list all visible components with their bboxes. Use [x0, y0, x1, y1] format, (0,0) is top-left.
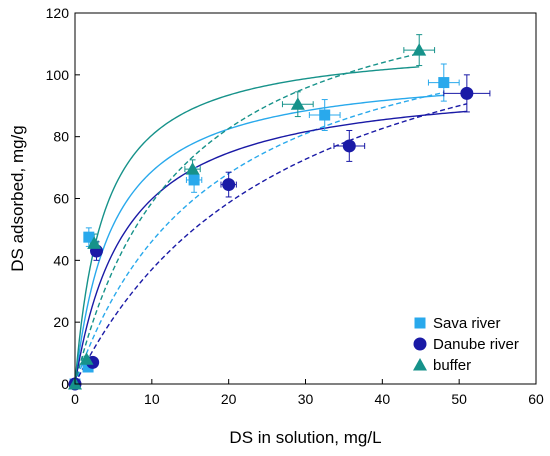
square-marker	[319, 109, 331, 121]
legend-triangle-marker	[413, 358, 427, 371]
x-axis-title: DS in solution, mg/L	[229, 428, 381, 447]
triangle-marker	[412, 43, 427, 56]
fit-curve-solid-2	[75, 66, 420, 384]
triangle-marker	[185, 162, 200, 175]
x-tick-label: 0	[71, 391, 79, 407]
circle-marker	[222, 178, 236, 192]
y-tick-label: 0	[61, 376, 69, 392]
x-tick-label: 50	[451, 391, 467, 407]
fit-curves	[75, 52, 468, 384]
fit-curve-solid-0	[75, 94, 444, 384]
fit-curve-dashed-2	[75, 52, 420, 384]
y-tick-label: 60	[53, 191, 69, 207]
y-tick-label: 80	[53, 129, 69, 145]
triangle-marker	[79, 352, 94, 365]
legend-square-marker	[414, 317, 426, 329]
fit-curve-dashed-0	[75, 91, 444, 384]
error-bars	[82, 34, 491, 371]
x-tick-label: 10	[144, 391, 160, 407]
axis-ticks: 0 10 20 30 40 50 60 0 20 40 60 80 100 120	[46, 5, 544, 407]
legend-label: buffer	[433, 357, 471, 374]
x-tick-label: 20	[221, 391, 237, 407]
legend-label: Danube river	[433, 336, 519, 353]
square-marker	[188, 174, 200, 186]
y-tick-label: 100	[46, 67, 70, 83]
x-tick-label: 60	[528, 391, 544, 407]
legend: Sava river Danube river buffer	[413, 315, 519, 374]
x-tick-label: 40	[375, 391, 391, 407]
y-tick-label: 40	[53, 252, 69, 268]
square-marker	[82, 361, 94, 373]
y-axis-title: DS adsorbed, mg/g	[8, 125, 27, 271]
legend-label: Sava river	[433, 315, 501, 332]
x-tick-label: 30	[298, 391, 314, 407]
circle-marker	[460, 86, 474, 100]
fit-curve-solid-1	[75, 110, 467, 384]
data-points	[68, 43, 474, 391]
square-marker	[438, 77, 450, 89]
square-marker	[83, 231, 95, 243]
y-tick-label: 20	[53, 314, 69, 330]
circle-marker	[342, 139, 356, 153]
y-tick-label: 120	[46, 5, 70, 21]
fit-curve-dashed-1	[75, 103, 468, 384]
triangle-marker	[87, 236, 102, 249]
legend-circle-marker	[413, 337, 427, 351]
triangle-marker	[290, 97, 305, 110]
